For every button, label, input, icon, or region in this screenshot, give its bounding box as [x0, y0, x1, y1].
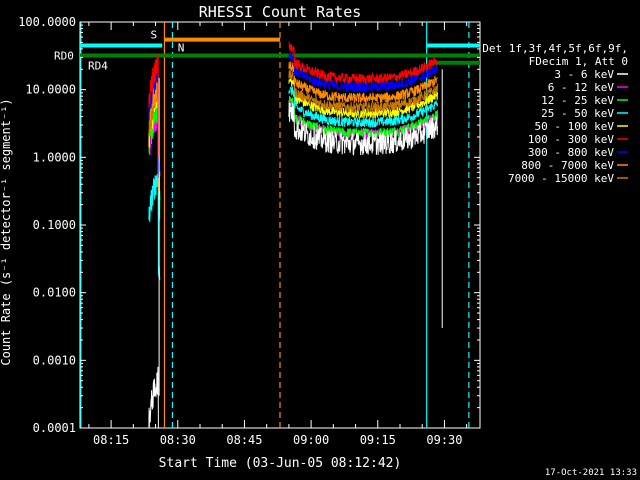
y-tick-label: 0.0010 [33, 353, 76, 367]
flag-label-s: S [150, 29, 157, 42]
series-line-7 [288, 61, 438, 105]
y-axis: 100.0000 10.0000 1.0000 0.1000 0.0100 0.0010 0… [18, 15, 480, 435]
legend-label: 50 - 100 keV [535, 120, 615, 133]
x-tick-label: 08:30 [160, 433, 196, 447]
y-tick-label: 100.0000 [18, 15, 76, 29]
legend-label: 12 - 25 keV [541, 94, 614, 107]
legend-label: 100 - 300 keV [528, 133, 614, 146]
legend-label: 800 - 7000 keV [521, 159, 614, 172]
y-tick-label: 10.0000 [25, 83, 76, 97]
y-tick-label: 0.0100 [33, 286, 76, 300]
series-line-5 [288, 41, 438, 85]
series-burst-0 [148, 366, 160, 429]
series-burst-5 [148, 53, 161, 162]
flag-label-n: N [178, 41, 185, 54]
x-tick-label: 09:15 [360, 433, 396, 447]
y-tick-label: 1.0000 [33, 150, 76, 164]
flag-label-rd0: RD0 [54, 49, 74, 62]
legend-label: 6 - 12 keV [548, 81, 615, 94]
y-tick-label: 0.1000 [33, 218, 76, 232]
chart-title: RHESSI Count Rates [199, 3, 362, 21]
x-tick-label: 08:45 [226, 433, 262, 447]
legend-header: Det 1f,3f,4f,5f,6f,9f, [482, 42, 628, 55]
x-axis-label: Start Time (03-Jun-05 08:12:42) [159, 456, 402, 471]
legend-label: 300 - 800 keV [528, 146, 614, 159]
x-axis: 08:15 08:30 08:45 09:00 09:15 09:30 [88, 22, 468, 447]
series-line-8 [288, 69, 438, 115]
series-line-0 [288, 102, 438, 156]
footer-timestamp: 17-Oct-2021 13:33 [545, 468, 637, 478]
flag-label-rd4: RD4 [88, 59, 108, 72]
y-tick-label: 0.0001 [33, 421, 76, 435]
legend-label: 25 - 50 keV [541, 107, 614, 120]
y-axis-label: Count Rate (s⁻¹ detector⁻¹ segment⁻¹) [0, 98, 13, 365]
x-tick-label: 09:30 [426, 433, 462, 447]
legend-label: 7000 - 15000 keV [508, 172, 614, 185]
x-tick-label: 08:15 [93, 433, 129, 447]
series-line-6 [288, 52, 438, 94]
legend-header: FDecim 1, Att 0 [529, 55, 628, 68]
x-tick-label: 09:00 [293, 433, 329, 447]
series-line-3 [288, 86, 438, 128]
legend-label: 3 - 6 keV [554, 68, 614, 81]
legend: Det 1f,3f,4f,5f,6f,9f,FDecim 1, Att 03 -… [482, 42, 628, 185]
